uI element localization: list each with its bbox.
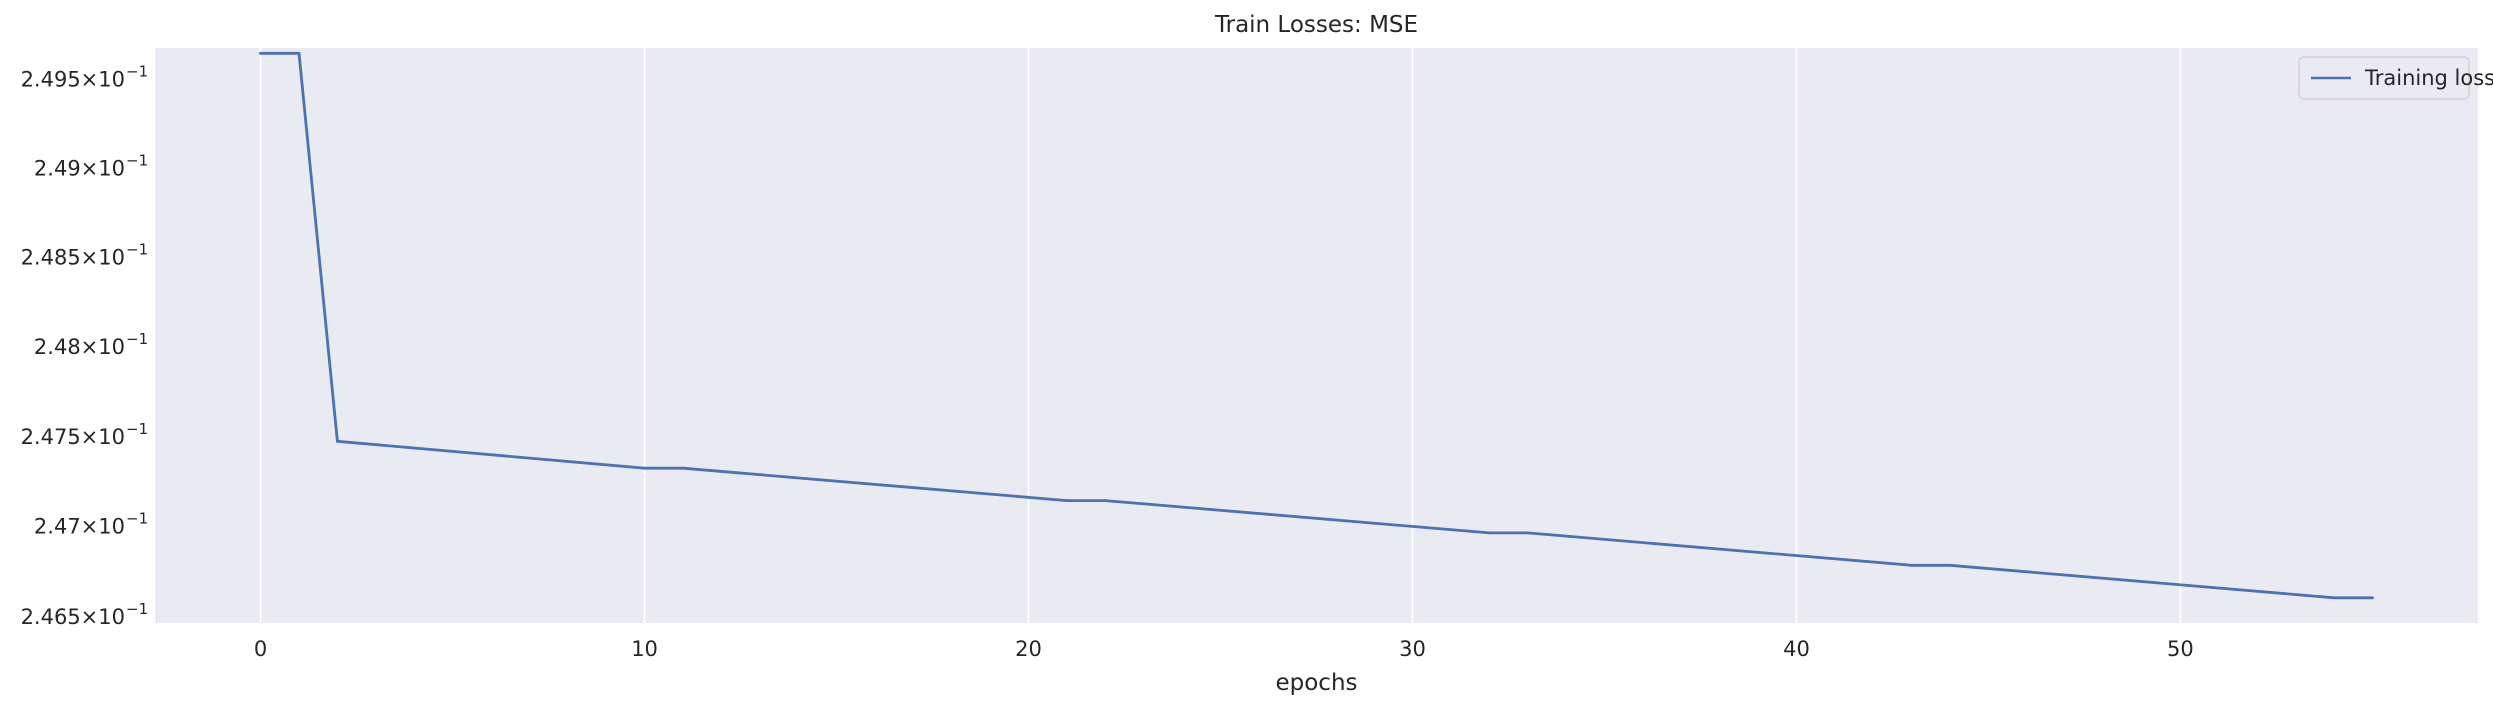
y-tick-label: 2.465×10 — [21, 605, 125, 629]
data-point — [1103, 499, 1107, 502]
legend-box — [2298, 56, 2470, 100]
y-tick-label: 2.48×10 — [34, 335, 125, 359]
data-point — [681, 466, 685, 470]
x-axis-label: epochs — [1275, 670, 1357, 696]
data-point — [2371, 596, 2374, 600]
plot-area — [155, 48, 2478, 623]
chart-title: Train Losses: MSE — [1214, 12, 1418, 38]
y-tick-exponent: −1 — [126, 600, 148, 618]
x-tick-label: 10 — [631, 637, 658, 661]
legend: Training loss — [2298, 56, 2493, 100]
x-tick-label: 0 — [254, 637, 267, 661]
y-tick-exponent: −1 — [126, 510, 148, 528]
data-point — [1948, 563, 1952, 567]
y-tick-exponent: −1 — [126, 420, 148, 438]
x-tick-labels: 0 10 20 30 40 50 — [254, 637, 2194, 661]
legend-label: Training loss — [2364, 66, 2493, 90]
data-point — [1526, 531, 1530, 535]
y-tick-label: 2.485×10 — [21, 246, 125, 270]
y-tick-label: 2.47×10 — [34, 515, 125, 539]
y-tick-exponent: −1 — [126, 62, 148, 80]
y-tick-label: 2.49×10 — [34, 156, 125, 180]
y-tick-exponent: −1 — [126, 330, 148, 348]
data-point — [1487, 531, 1491, 535]
y-tick-exponent: −1 — [126, 151, 148, 169]
x-tick-label: 40 — [1783, 637, 1810, 661]
data-point — [335, 439, 339, 443]
gridlines — [259, 48, 2182, 623]
data-point — [259, 51, 262, 55]
x-tick-label: 20 — [1015, 637, 1042, 661]
data-point — [1910, 563, 1914, 567]
y-tick-label: 2.475×10 — [21, 425, 125, 449]
data-point — [2332, 596, 2336, 600]
y-tick-label: 2.495×10 — [21, 67, 125, 91]
y-tick-exponent: −1 — [126, 241, 148, 259]
y-tick-labels: 2.465×10 −12.47×10 −12.475×10 −12.48×10 −12.… — [21, 62, 149, 629]
data-point — [297, 51, 301, 55]
data-point — [1065, 499, 1069, 502]
series-layer — [259, 51, 2374, 600]
x-tick-label: 50 — [2167, 637, 2194, 661]
x-tick-label: 30 — [1399, 637, 1426, 661]
data-point — [643, 466, 646, 470]
